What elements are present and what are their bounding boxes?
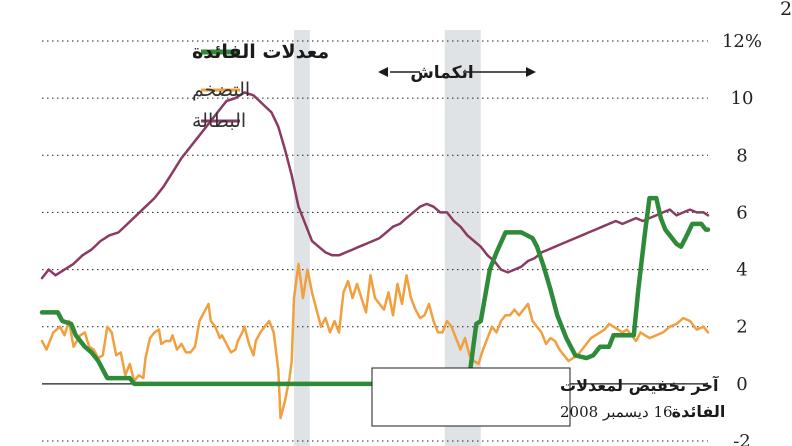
y-tick-label-3: 8: [736, 145, 747, 166]
y-tick-label-8: -2: [733, 431, 751, 446]
series-line-interest-rate: [39, 195, 711, 387]
y-tick-label-6: 2: [736, 317, 747, 338]
recession-band-1: [294, 30, 310, 446]
annotation-line2-date: 16 ديسمبر 2008: [560, 403, 673, 421]
y-tick-label-1: 12%: [722, 31, 762, 52]
legend-label-unemployment: البطالة: [192, 110, 246, 132]
recession-arrowhead-right: [526, 67, 536, 77]
recession-arrowhead-left: [378, 67, 388, 77]
legend: معدلات الفائدة التضخم البطالة: [192, 41, 329, 132]
chart-subtitle: من المتوقع أن يخفض الاحتياطي الفدرالي مع…: [780, 0, 792, 20]
series-line-unemployment: [40, 91, 710, 280]
annotation-box: [371, 367, 571, 427]
legend-label-inflation: التضخم: [192, 79, 250, 101]
y-tick-label-4: 6: [736, 202, 747, 223]
legend-label-interest: معدلات الفائدة: [192, 41, 329, 63]
y-axis-ticks: 12% 10 8 6 4 2 0 -2: [722, 31, 762, 446]
y-tick-label-2: 10: [731, 88, 754, 109]
annotation-line1: آخر تخفيض لمعدلات: [560, 375, 719, 395]
series-lines: [39, 91, 711, 420]
annotation-line2-bold: الفائدة: [672, 402, 726, 421]
y-tick-label-5: 4: [736, 260, 747, 281]
y-tick-label-7: 0: [736, 374, 747, 395]
annotation-line2: الفائدة 16 ديسمبر 2008: [560, 402, 725, 421]
last-cut-annotation: آخر تخفيض لمعدلات الفائدة 16 ديسمبر 2008: [371, 367, 725, 427]
recession-label-group: انكماش: [378, 63, 536, 83]
series-line-inflation: [40, 262, 710, 420]
recession-label: انكماش: [410, 63, 473, 83]
